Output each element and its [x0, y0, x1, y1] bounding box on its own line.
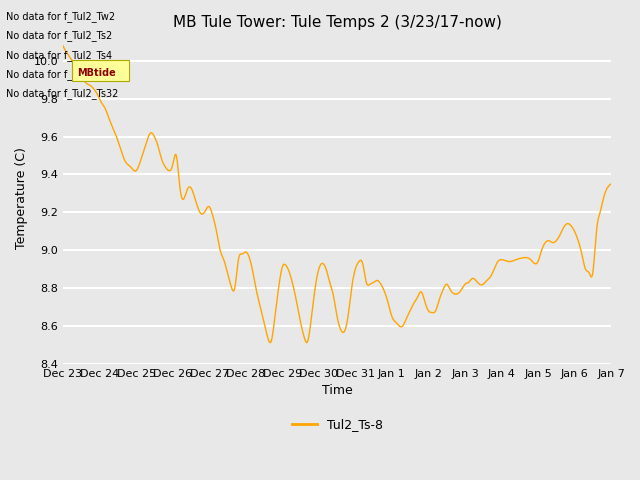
- Title: MB Tule Tower: Tule Temps 2 (3/23/17-now): MB Tule Tower: Tule Temps 2 (3/23/17-now…: [173, 15, 502, 30]
- Text: No data for f_Tul2_Ts4: No data for f_Tul2_Ts4: [6, 49, 113, 60]
- Text: No data for f_Tul2_Ts16: No data for f_Tul2_Ts16: [6, 69, 118, 80]
- Text: MBtide: MBtide: [77, 68, 116, 78]
- Text: No data for f_Tul2_Ts32: No data for f_Tul2_Ts32: [6, 88, 119, 99]
- Text: No data for f_Tul2_Ts2: No data for f_Tul2_Ts2: [6, 30, 113, 41]
- Legend: Tul2_Ts-8: Tul2_Ts-8: [287, 413, 388, 436]
- Text: No data for f_Tul2_Tw2: No data for f_Tul2_Tw2: [6, 11, 116, 22]
- X-axis label: Time: Time: [322, 384, 353, 397]
- Y-axis label: Temperature (C): Temperature (C): [15, 147, 28, 249]
